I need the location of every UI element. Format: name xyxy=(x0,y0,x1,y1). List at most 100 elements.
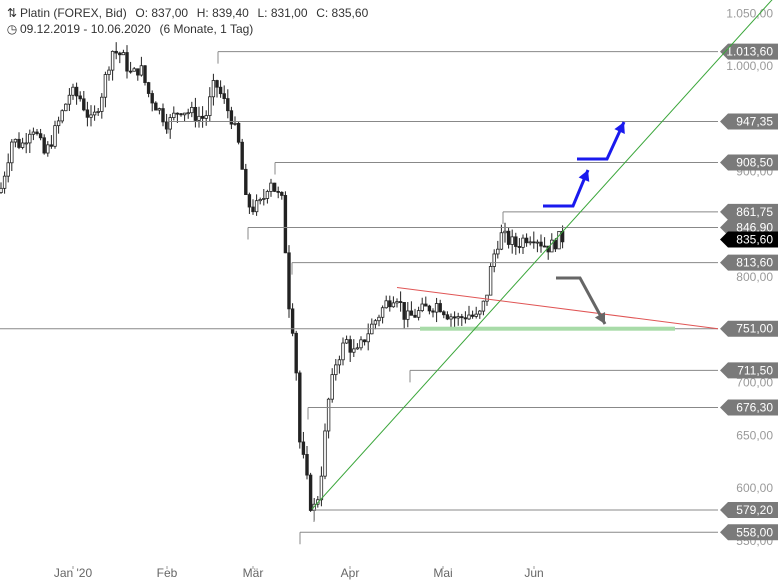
candle xyxy=(229,106,234,130)
candle xyxy=(452,311,457,328)
candle xyxy=(157,107,162,115)
forecast-arrow-up-1 xyxy=(543,169,590,208)
candle xyxy=(416,306,421,321)
last-price-label: 835,60 xyxy=(736,232,773,246)
level-tag-label: 558,00 xyxy=(736,525,773,539)
candle xyxy=(402,302,406,329)
candle xyxy=(449,313,453,328)
level-tag xyxy=(720,43,778,60)
forecast-arrow-up-2-head xyxy=(614,122,625,134)
candle xyxy=(398,291,403,312)
candle xyxy=(132,66,136,72)
candle xyxy=(82,90,86,112)
candle xyxy=(496,240,500,259)
candle xyxy=(215,79,219,98)
candle xyxy=(492,249,496,273)
candle xyxy=(269,178,273,197)
candle xyxy=(85,101,90,127)
candle xyxy=(42,134,46,155)
candle xyxy=(380,305,385,324)
candle xyxy=(272,182,277,193)
candle xyxy=(35,129,39,136)
candle xyxy=(53,120,57,149)
candle xyxy=(308,472,313,512)
candle xyxy=(352,339,356,357)
low-value: L: 831,00 xyxy=(257,6,308,20)
candle xyxy=(362,339,367,346)
candle xyxy=(334,359,338,381)
candle xyxy=(532,231,536,249)
candle xyxy=(366,323,370,351)
candle xyxy=(431,308,435,318)
candle xyxy=(359,336,363,351)
candle xyxy=(391,296,396,308)
clock-icon: ◷ xyxy=(6,22,18,36)
candle xyxy=(276,186,280,199)
high-value: H: 839,40 xyxy=(196,6,249,20)
candle xyxy=(341,337,345,366)
candle xyxy=(150,90,154,112)
candle xyxy=(182,112,187,122)
candle xyxy=(560,225,565,249)
candle xyxy=(193,97,198,128)
candle xyxy=(528,236,532,246)
candle xyxy=(384,295,388,309)
candle xyxy=(262,189,266,206)
level-tag-label: 846,90 xyxy=(736,221,773,235)
candle xyxy=(474,306,478,319)
candle xyxy=(251,199,255,215)
candle xyxy=(110,50,115,81)
candle xyxy=(20,137,25,150)
resistance-trendline xyxy=(396,287,719,330)
candle xyxy=(258,197,262,205)
candle xyxy=(517,238,522,254)
level-tag-label: 711,50 xyxy=(737,363,773,377)
candle xyxy=(89,105,93,127)
candle xyxy=(114,42,118,60)
open-value: O: 837,00 xyxy=(135,6,189,20)
candle xyxy=(56,116,61,134)
candle xyxy=(294,330,298,381)
candle xyxy=(395,298,399,308)
candle xyxy=(456,312,460,326)
candle xyxy=(28,129,32,153)
candle xyxy=(298,370,302,449)
candle xyxy=(38,128,43,141)
y-tick-label: 1.000,00 xyxy=(726,59,773,73)
candle xyxy=(406,301,410,328)
candle xyxy=(373,319,378,330)
candle xyxy=(370,318,374,335)
candle xyxy=(197,106,201,128)
candle xyxy=(445,311,450,321)
candle xyxy=(46,141,50,157)
candle xyxy=(190,101,194,118)
candle xyxy=(78,91,82,102)
candle xyxy=(10,139,14,172)
level-tag-label: 813,60 xyxy=(736,256,773,270)
candle xyxy=(557,230,561,250)
candle xyxy=(146,81,151,98)
candle xyxy=(13,138,18,148)
candle xyxy=(121,49,126,56)
candle xyxy=(143,65,147,86)
candle xyxy=(179,112,183,117)
level-tag-label: 751,00 xyxy=(736,322,773,336)
last-price-tag xyxy=(720,231,778,248)
candle xyxy=(244,163,248,196)
candle xyxy=(31,127,36,141)
support-zone xyxy=(420,326,675,331)
candle xyxy=(424,296,428,307)
candle xyxy=(139,56,144,77)
candle xyxy=(488,263,493,296)
x-tick-label: Feb xyxy=(157,566,178,580)
candle xyxy=(510,229,514,254)
candle xyxy=(136,68,140,81)
x-tick-label: Mär xyxy=(243,566,264,580)
candle xyxy=(535,239,540,253)
candle xyxy=(118,51,122,64)
level-tag xyxy=(720,113,778,130)
candle xyxy=(438,299,442,313)
candle xyxy=(211,73,216,106)
candle xyxy=(265,189,270,204)
